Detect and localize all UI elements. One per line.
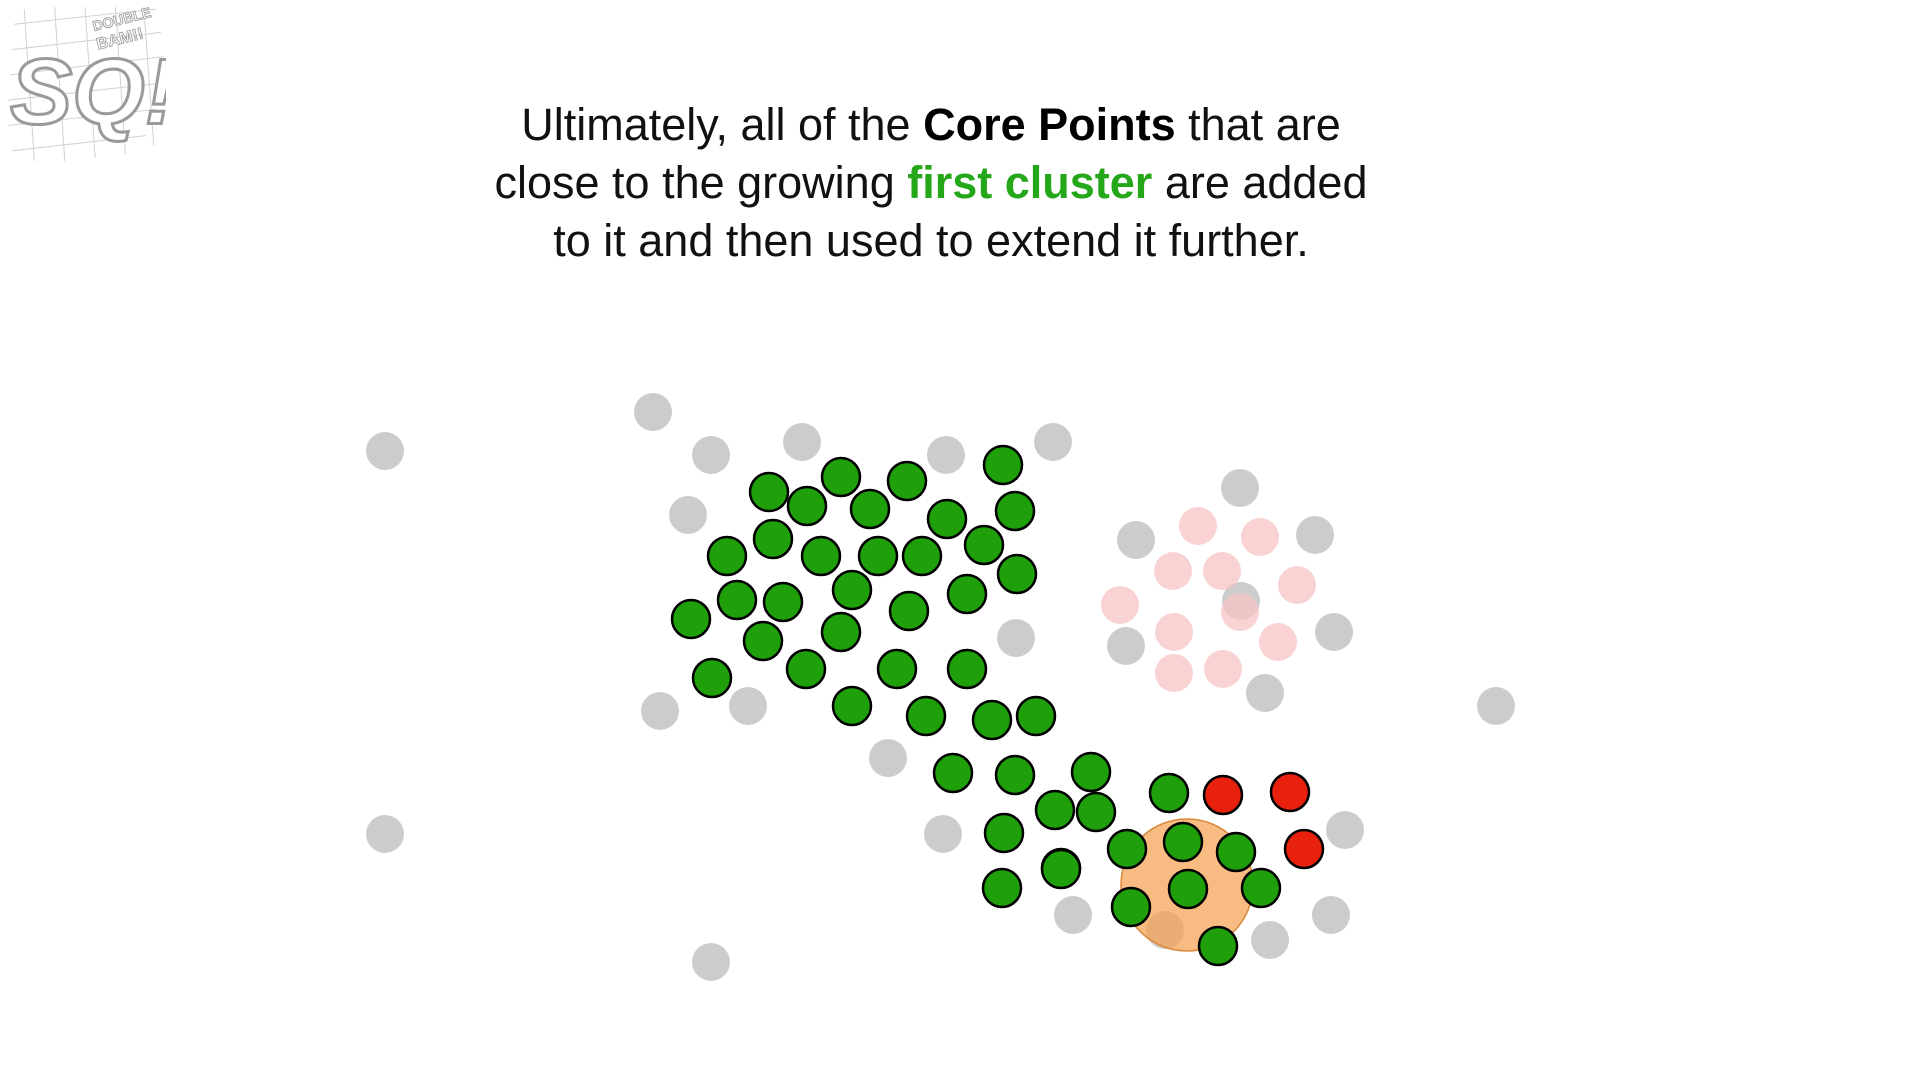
cluster-point	[876, 648, 918, 690]
cluster-point	[1148, 772, 1190, 814]
faded-cluster-point	[1179, 507, 1217, 545]
cluster-point	[886, 460, 928, 502]
non-core-point	[1202, 774, 1244, 816]
cluster-point	[1215, 831, 1257, 873]
cluster-point	[820, 611, 862, 653]
unassigned-point	[1251, 921, 1289, 959]
unassigned-point	[783, 423, 821, 461]
caption-line-2: close to the growing first cluster are a…	[494, 157, 1368, 208]
cluster-point	[762, 581, 804, 623]
cluster-point	[946, 648, 988, 690]
cluster-point	[888, 590, 930, 632]
cluster-point	[1075, 791, 1117, 833]
cluster-point	[1167, 868, 1209, 910]
cluster-point	[1162, 821, 1204, 863]
cluster-point	[983, 812, 1025, 854]
unassigned-point	[669, 496, 707, 534]
unassigned-point	[1246, 674, 1284, 712]
unassigned-point	[366, 432, 404, 470]
core-points-term: Core Points	[923, 99, 1176, 150]
cluster-point	[946, 573, 988, 615]
unassigned-point	[641, 692, 679, 730]
cluster-point	[981, 867, 1023, 909]
cluster-point	[996, 553, 1038, 595]
cluster-point	[670, 598, 712, 640]
unassigned-point	[729, 687, 767, 725]
logo-letters: SQ!	[10, 39, 166, 143]
cluster-point	[1110, 886, 1152, 928]
cluster-point	[901, 535, 943, 577]
first-cluster-term: first cluster	[907, 157, 1153, 208]
unassigned-point	[1312, 896, 1350, 934]
cluster-point	[994, 754, 1036, 796]
unassigned-point	[1315, 613, 1353, 651]
unassigned-point	[692, 943, 730, 981]
cluster-point	[1015, 695, 1057, 737]
statquest-logo: DOUBLE BAM!! SQ!	[7, 5, 166, 161]
cluster-point	[831, 569, 873, 611]
unassigned-points	[366, 393, 1515, 981]
cluster-point	[752, 518, 794, 560]
cluster-point	[716, 579, 758, 621]
slide-caption: Ultimately, all of the Core Points that …	[0, 96, 1862, 270]
unassigned-point	[1477, 687, 1515, 725]
unassigned-point	[1034, 423, 1072, 461]
cluster-point	[742, 620, 784, 662]
unassigned-point	[997, 619, 1035, 657]
cluster-point	[1197, 925, 1239, 967]
unassigned-point	[634, 393, 672, 431]
cluster-point	[1034, 789, 1076, 831]
faded-cluster-point	[1155, 613, 1193, 651]
caption-line-1: Ultimately, all of the Core Points that …	[521, 99, 1341, 150]
unassigned-point	[924, 815, 962, 853]
cluster-point	[932, 752, 974, 794]
cluster-point	[926, 498, 968, 540]
cluster-point	[982, 444, 1024, 486]
cluster-point	[706, 535, 748, 577]
cluster-point	[831, 685, 873, 727]
unassigned-point	[1221, 469, 1259, 507]
unassigned-point	[1054, 896, 1092, 934]
faded-cluster-point	[1155, 654, 1193, 692]
unassigned-point	[1326, 811, 1364, 849]
non-core-points	[1202, 771, 1325, 870]
cluster-point	[820, 456, 862, 498]
faded-cluster-point	[1259, 623, 1297, 661]
faded-cluster-point	[1278, 566, 1316, 604]
cluster-point	[1040, 848, 1082, 890]
cluster-point	[785, 648, 827, 690]
faded-cluster-point	[1154, 552, 1192, 590]
unassigned-point	[869, 739, 907, 777]
cluster-point	[748, 471, 790, 513]
unassigned-point	[692, 436, 730, 474]
second-cluster-faded-points	[1101, 507, 1316, 692]
cluster-point	[1070, 751, 1112, 793]
faded-cluster-point	[1241, 518, 1279, 556]
cluster-point	[963, 524, 1005, 566]
cluster-point	[971, 699, 1013, 741]
caption-line-3: to it and then used to extend it further…	[553, 215, 1309, 266]
faded-cluster-point	[1221, 593, 1259, 631]
non-core-point	[1269, 771, 1311, 813]
cluster-point	[800, 535, 842, 577]
non-core-point	[1283, 828, 1325, 870]
unassigned-point	[366, 815, 404, 853]
cluster-point	[1106, 828, 1148, 870]
cluster-point	[691, 657, 733, 699]
faded-cluster-point	[1101, 586, 1139, 624]
cluster-point	[905, 695, 947, 737]
unassigned-point	[1296, 516, 1334, 554]
unassigned-point	[927, 436, 965, 474]
cluster-point	[994, 490, 1036, 532]
cluster-point	[786, 485, 828, 527]
cluster-point	[857, 535, 899, 577]
unassigned-point	[1107, 627, 1145, 665]
cluster-point	[1240, 867, 1282, 909]
unassigned-point	[1117, 521, 1155, 559]
first-cluster-points	[670, 444, 1282, 967]
faded-cluster-point	[1204, 650, 1242, 688]
cluster-point	[849, 488, 891, 530]
faded-cluster-point	[1203, 552, 1241, 590]
